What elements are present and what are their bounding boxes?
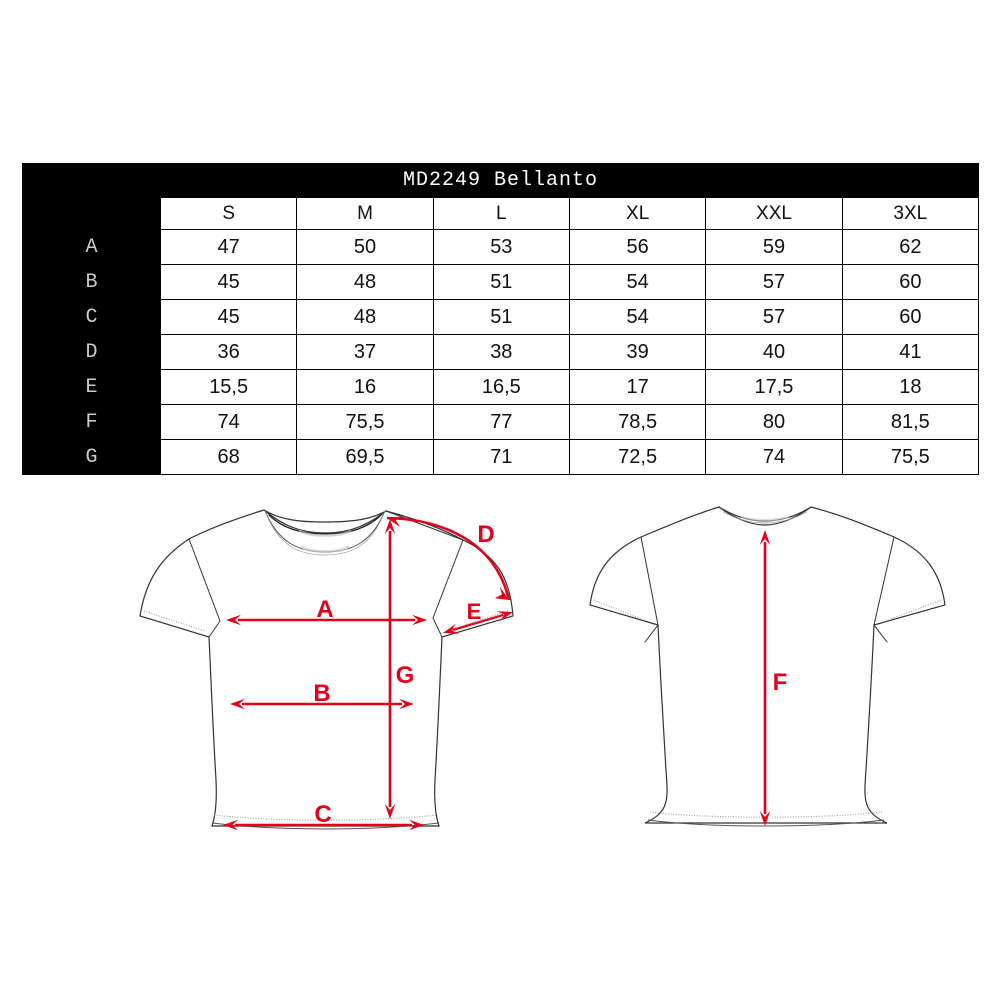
svg-text:D: D xyxy=(477,521,494,548)
svg-text:E: E xyxy=(467,599,482,624)
svg-text:C: C xyxy=(314,801,331,828)
svg-text:B: B xyxy=(313,680,330,707)
svg-text:G: G xyxy=(396,662,415,689)
svg-text:F: F xyxy=(773,669,788,696)
svg-text:A: A xyxy=(316,596,333,623)
